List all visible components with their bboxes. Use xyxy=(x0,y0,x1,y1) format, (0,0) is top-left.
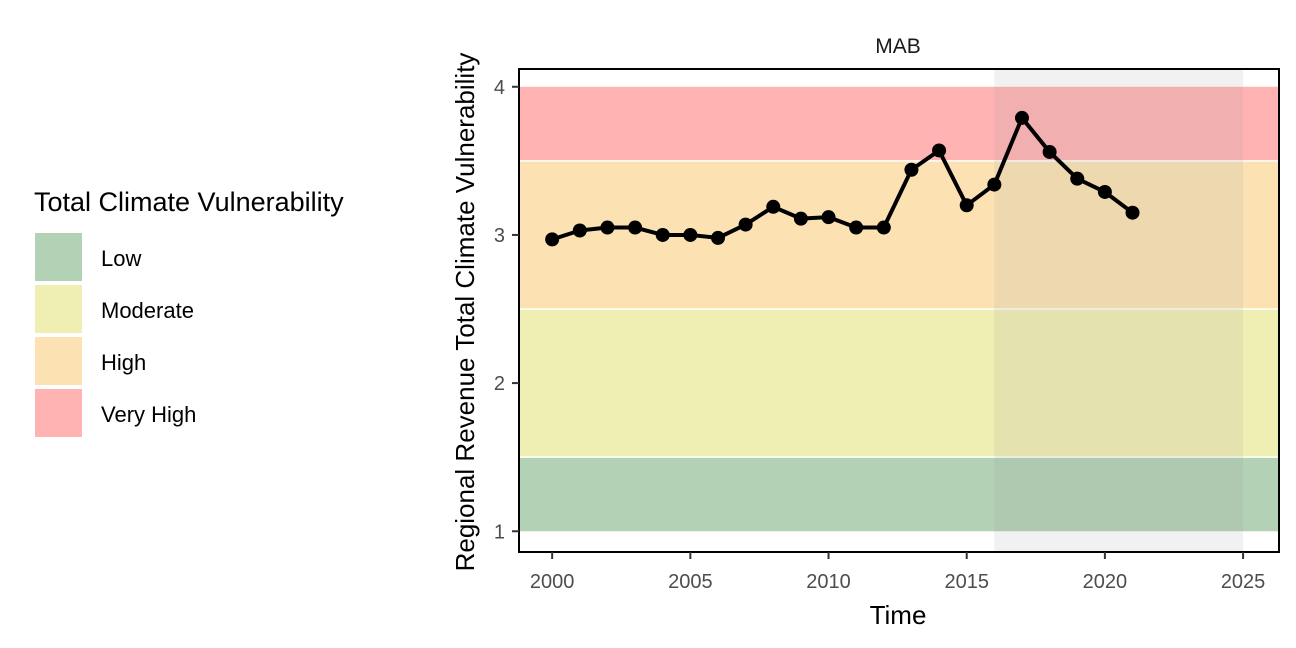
data-point-2009 xyxy=(793,211,808,226)
legend-label-low: Low xyxy=(101,246,141,271)
panel-border xyxy=(518,68,1280,553)
band-very-high xyxy=(520,86,1278,161)
band-moderate xyxy=(520,309,1278,458)
data-point-2021 xyxy=(1125,205,1140,220)
data-point-2019 xyxy=(1070,171,1085,186)
data-point-2010 xyxy=(821,210,836,225)
data-point-2017 xyxy=(1014,110,1029,125)
x-tick-label-2000: 2000 xyxy=(530,571,575,593)
legend-swatch-low xyxy=(35,233,82,281)
data-point-2005 xyxy=(683,227,698,242)
legend-swatch-very-high xyxy=(35,389,82,437)
x-tick-label-2020: 2020 xyxy=(1083,571,1128,593)
data-point-2015 xyxy=(959,198,974,213)
x-tick-label-2010: 2010 xyxy=(806,571,851,593)
data-point-2016 xyxy=(987,177,1002,192)
data-point-2001 xyxy=(572,223,587,238)
data-point-2000 xyxy=(545,232,560,247)
y-axis: 1 2 3 4 xyxy=(494,77,519,543)
data-point-2013 xyxy=(904,162,919,177)
legend-title: Total Climate Vulnerability xyxy=(34,187,344,217)
data-point-2018 xyxy=(1042,144,1057,159)
x-tick-label-2025: 2025 xyxy=(1221,571,1266,593)
data-point-2011 xyxy=(849,220,864,235)
legend-label-moderate: Moderate xyxy=(101,298,194,323)
panel-title: MAB xyxy=(875,35,921,58)
legend-swatch-moderate xyxy=(35,285,82,333)
legend-swatch-high xyxy=(35,337,82,385)
data-point-2006 xyxy=(710,230,725,245)
y-axis-title: Regional Revenue Total Climate Vulnerabi… xyxy=(450,53,480,572)
band-high xyxy=(520,160,1278,310)
x-tick-label-2015: 2015 xyxy=(944,571,989,593)
legend-label-very-high: Very High xyxy=(101,402,196,427)
plot-panel xyxy=(518,68,1280,553)
legend-label-high: High xyxy=(101,350,146,375)
y-tick-label-1: 1 xyxy=(494,521,505,543)
data-point-2002 xyxy=(600,220,615,235)
data-point-2007 xyxy=(738,217,753,232)
data-point-2008 xyxy=(766,199,781,214)
data-point-2020 xyxy=(1097,184,1112,199)
shaded-period xyxy=(994,70,1244,551)
legend: Total Climate Vulnerability Low Moderate H… xyxy=(34,187,344,437)
data-point-2012 xyxy=(876,220,891,235)
band-low xyxy=(520,457,1278,532)
y-tick-label-2: 2 xyxy=(494,373,505,395)
data-point-2004 xyxy=(655,227,670,242)
data-point-2003 xyxy=(628,220,643,235)
y-tick-label-4: 4 xyxy=(494,77,505,99)
x-tick-label-2005: 2005 xyxy=(668,571,713,593)
series-line xyxy=(550,115,1135,242)
x-axis-title: Time xyxy=(870,600,927,630)
y-tick-label-3: 3 xyxy=(494,225,505,247)
x-axis: 2000 2005 2010 2015 2020 2025 xyxy=(530,552,1265,593)
data-point-2014 xyxy=(932,143,947,158)
